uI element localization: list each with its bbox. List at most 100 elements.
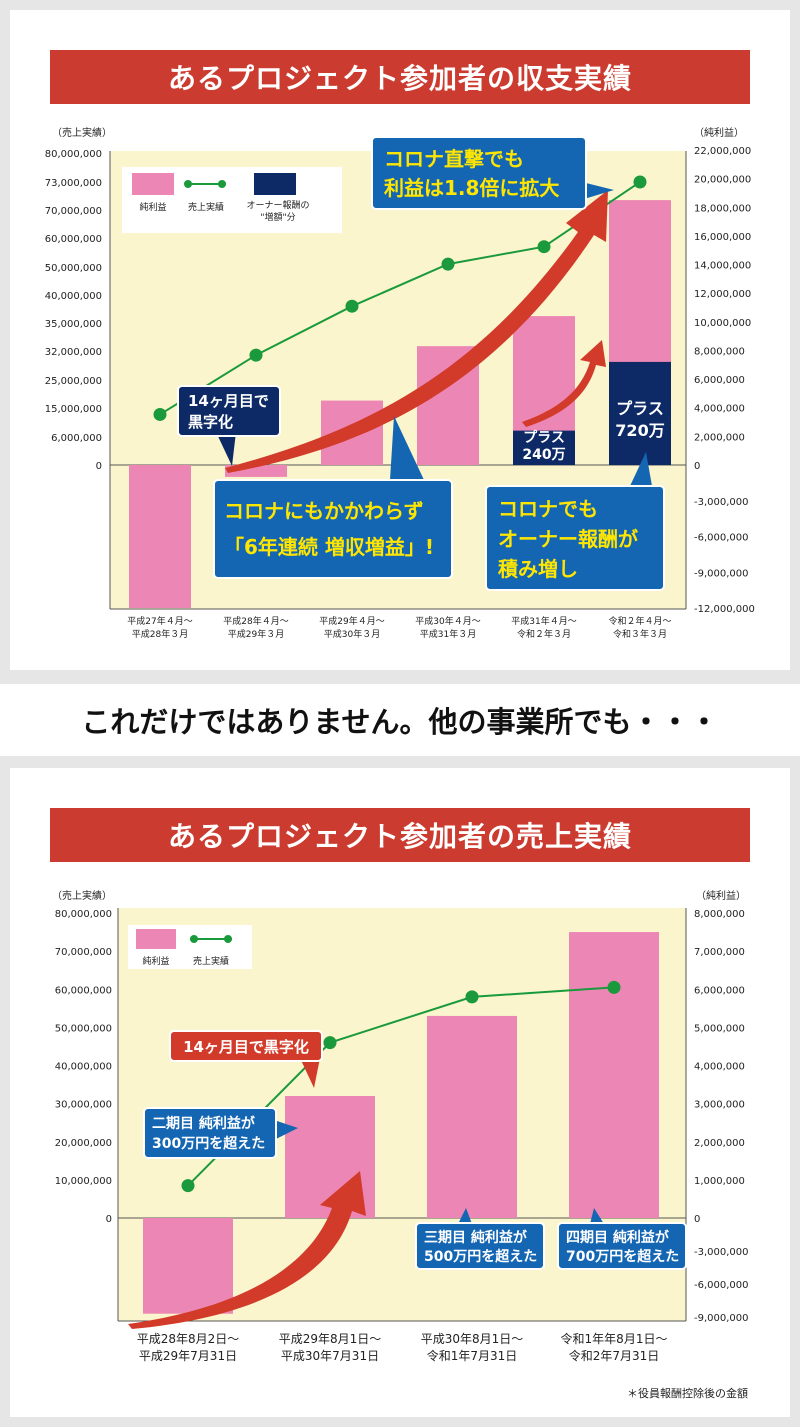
chart2-callout-pointer [274, 1120, 298, 1140]
chart2-right-tick: 5,000,000 [694, 1023, 745, 1034]
chart2-left-tick: 60,000,000 [55, 985, 112, 996]
chart2-callout-box [169, 1030, 323, 1062]
chart1-plus-label: 720万 [615, 421, 664, 440]
chart2-legend-swatch-profit [136, 929, 176, 949]
chart1-sales-point [153, 407, 167, 421]
chart1-left-tick: 25,000,000 [45, 376, 102, 387]
chart1-callout-box [485, 485, 665, 591]
chart2-left-tick: 70,000,000 [55, 947, 112, 958]
chart1-sales-point [633, 175, 647, 189]
chart1-x-tick: 令和３年３月 [613, 628, 667, 640]
chart1-svg: （売上実績） （純利益） 80,000,000 73,000,000 70,000,00… [45, 126, 755, 640]
chart1-callout-text: 利益は1.8倍に拡大 [384, 176, 559, 200]
chart2-callout-text: 二期目 純利益が [152, 1115, 256, 1132]
chart2-title: あるプロジェクト参加者の売上実績 [50, 808, 750, 862]
chart1-right-tick: 18,000,000 [694, 203, 751, 214]
chart2-bar-profit [143, 1218, 233, 1314]
chart1-x-tick: 平成31年３月 [420, 628, 476, 640]
chart1-bar-owner-increase [609, 361, 671, 465]
chart2-callout-text: 三期目 純利益が [424, 1229, 528, 1246]
chart1-legend-swatch-profit [132, 173, 174, 195]
chart2-bar-profit [569, 932, 659, 1218]
chart2-right-tick: -9,000,000 [694, 1313, 749, 1324]
chart2-right-tick: 2,000,000 [694, 1138, 745, 1149]
chart1-right-tick: -9,000,000 [694, 568, 749, 579]
chart2-x-tick: 平成29年8月1日～ [279, 1332, 382, 1346]
chart2-right-tick: 7,000,000 [694, 947, 745, 958]
chart2-callout-pointer [590, 1208, 604, 1224]
chart1-right-tick: 12,000,000 [694, 289, 751, 300]
chart1-left-tick: 6,000,000 [51, 433, 102, 444]
chart1-legend-label: オーナー報酬の [246, 200, 309, 211]
chart1-callout-box [371, 136, 587, 210]
chart1-left-tick: 80,000,000 [45, 149, 102, 160]
chart2-left-tick: 10,000,000 [55, 1176, 112, 1187]
chart1-left-tick: 60,000,000 [45, 234, 102, 245]
chart2-right-tick: 8,000,000 [694, 909, 745, 920]
chart2-x-tick: 令和2年7月31日 [569, 1348, 660, 1363]
chart2-callout-pointer [300, 1058, 320, 1088]
chart1-sales-point [249, 348, 263, 362]
chart1-left-tick: 70,000,000 [45, 206, 102, 217]
chart1-left-tick: 32,000,000 [45, 347, 102, 358]
chart2-legend-swatch-sales-dot [224, 935, 232, 943]
middle-text: これだけではありません。他の事業所でも・・・ [0, 684, 800, 756]
chart1-right-tick: -12,000,000 [694, 604, 755, 615]
chart1-plus-label: プラス [616, 399, 664, 418]
chart1-x-tick: 平成27年４月～ [127, 615, 192, 627]
chart2-x-tick: 令和1年年8月1日～ [561, 1331, 668, 1346]
chart1-x-tick: 平成29年３月 [228, 628, 284, 640]
chart2-left-tick: 0 [106, 1214, 112, 1225]
chart1-left-tick: 0 [96, 461, 102, 472]
chart1-x-tick: 平成31年４月～ [511, 615, 576, 627]
chart2-panel: あるプロジェクト参加者の売上実績 （売上実績） （純利益） 80,000,000 70… [10, 768, 790, 1417]
chart2-callout-text: 300万円を超えた [152, 1135, 265, 1152]
chart2-callout-text: 14ヶ月目で黒字化 [183, 1038, 309, 1056]
chart2-right-tick: -3,000,000 [694, 1247, 749, 1258]
chart1-sales-point [345, 299, 359, 313]
chart2-right-tick: -6,000,000 [694, 1280, 749, 1291]
chart1-right-tick: 2,000,000 [694, 432, 745, 443]
chart1-callout-pointer [390, 416, 424, 480]
chart2-x-tick: 平成29年7月31日 [139, 1349, 237, 1363]
chart1-right-tick: -6,000,000 [694, 533, 749, 544]
chart1-x-tick: 令和２年４月～ [608, 615, 671, 627]
chart1-left-tick: 73,000,000 [45, 178, 102, 189]
chart1-callout-box [177, 385, 281, 437]
chart2-svg: （売上実績） （純利益） 80,000,000 70,000,000 60,000,00… [52, 889, 749, 1400]
chart1-increase-arrow [522, 340, 606, 427]
chart1-bar-owner-increase [513, 430, 575, 465]
chart2-right-axis-label: （純利益） [696, 889, 746, 902]
chart1-right-tick: 0 [694, 461, 700, 472]
chart1-right-axis-label: （純利益） [694, 126, 744, 139]
chart2-callout-box [557, 1222, 687, 1270]
chart2-left-tick: 20,000,000 [55, 1138, 112, 1149]
chart2-right-tick: 1,000,000 [694, 1176, 745, 1187]
chart1-left-tick: 15,000,000 [45, 404, 102, 415]
chart1-right-tick: 10,000,000 [694, 318, 751, 329]
chart2-left-tick: 30,000,000 [55, 1100, 112, 1111]
chart1-right-tick: 20,000,000 [694, 175, 751, 186]
chart2-sales-point [465, 990, 479, 1004]
chart2-sales-point [181, 1179, 195, 1193]
chart1-callout-text: 積み増し [498, 557, 578, 581]
chart2-footnote: ＊役員報酬控除後の金額 [627, 1386, 748, 1400]
chart1-legend-label: 売上実績 [188, 201, 224, 213]
chart1-x-tick: 令和２年３月 [517, 628, 571, 640]
chart2-bar-profit [427, 1015, 517, 1218]
chart1-callout-box [213, 479, 453, 579]
chart2-left-tick: 80,000,000 [55, 909, 112, 920]
chart1-left-tick: 50,000,000 [45, 263, 102, 274]
chart2-left-axis-label: （売上実績） [52, 889, 112, 902]
chart2-right-tick: 0 [694, 1214, 700, 1225]
chart1-bar-profit [129, 465, 191, 608]
chart2-callout-text: 500万円を超えた [424, 1248, 537, 1265]
chart1-bar-profit [225, 465, 287, 477]
chart2-callout-box [143, 1107, 277, 1159]
chart2-sales-point [323, 1036, 337, 1050]
chart1-legend-label: 純利益 [139, 201, 166, 213]
chart2-legend-swatch-sales-dot [190, 935, 198, 943]
chart1-legend-swatch-owner [254, 173, 296, 195]
chart1-right-tick: 8,000,000 [694, 346, 745, 357]
chart2-growth-arrow [128, 1171, 366, 1329]
